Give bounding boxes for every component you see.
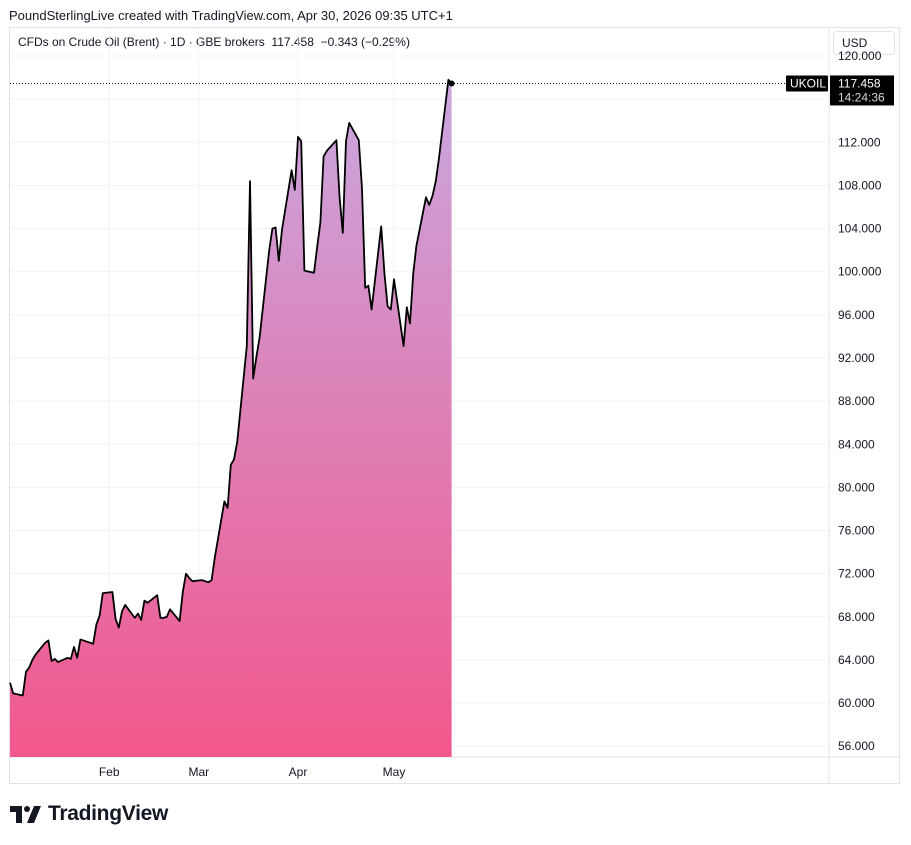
countdown-tag: 14:24:36: [838, 90, 885, 104]
y-tick-label: 72.000: [838, 567, 875, 581]
x-tick-label: May: [383, 765, 406, 779]
last-price-label: 117.458: [271, 35, 314, 49]
symbol-tag: UKOIL: [790, 76, 826, 90]
x-tick-label: Feb: [99, 765, 120, 779]
y-tick-label: 88.000: [838, 394, 875, 408]
y-tick-label: 80.000: [838, 480, 875, 494]
y-tick-label: 108.000: [838, 178, 882, 192]
price-line: [9, 78, 453, 697]
y-tick-label: 56.000: [838, 739, 875, 753]
symbol-tag-background: [786, 75, 828, 92]
y-tick-label: 120.000: [838, 49, 882, 63]
last-price-dot: [448, 80, 455, 87]
price-change-label: −0.343 (−0.29%): [320, 35, 410, 49]
tradingview-logo-icon: [10, 806, 41, 823]
tradingview-logo-text: TradingView: [48, 802, 169, 825]
tradingview-logo[interactable]: TradingView: [10, 802, 168, 826]
chart-legend: CFDs on Crude Oil (Brent) · 1D · GBE bro…: [18, 35, 410, 49]
price-tag-value: 117.458: [838, 76, 881, 90]
y-tick-label: 64.000: [838, 653, 875, 667]
y-tick-label: 60.000: [838, 696, 875, 710]
y-tick-label: 100.000: [838, 265, 882, 279]
instrument-label: CFDs on Crude Oil (Brent) · 1D · GBE bro…: [18, 35, 265, 49]
x-tick-label: Mar: [188, 765, 209, 779]
y-tick-label: 84.000: [838, 437, 875, 451]
chart-frame: [9, 27, 900, 784]
time-scale: Feb Mar Apr May: [99, 765, 405, 779]
y-tick-label: 104.000: [838, 222, 882, 236]
y-tick-label: 92.000: [838, 351, 875, 365]
price-scale: 56.000 60.000 64.000 68.000 72.000 76.000 80.0…: [838, 49, 882, 753]
y-tick-label: 76.000: [838, 524, 875, 538]
x-tick-label: Apr: [289, 765, 308, 779]
y-tick-label: 68.000: [838, 610, 875, 624]
price-tag-background: [830, 75, 894, 106]
y-tick-label: 112.000: [838, 135, 881, 149]
attribution-text: PoundSterlingLive created with TradingVi…: [9, 8, 453, 23]
price-area: [10, 79, 452, 758]
y-tick-label: 96.000: [838, 308, 875, 322]
currency-button[interactable]: USD: [833, 31, 895, 55]
price-tag: UKOIL 117.458 14:24:36: [786, 75, 894, 106]
